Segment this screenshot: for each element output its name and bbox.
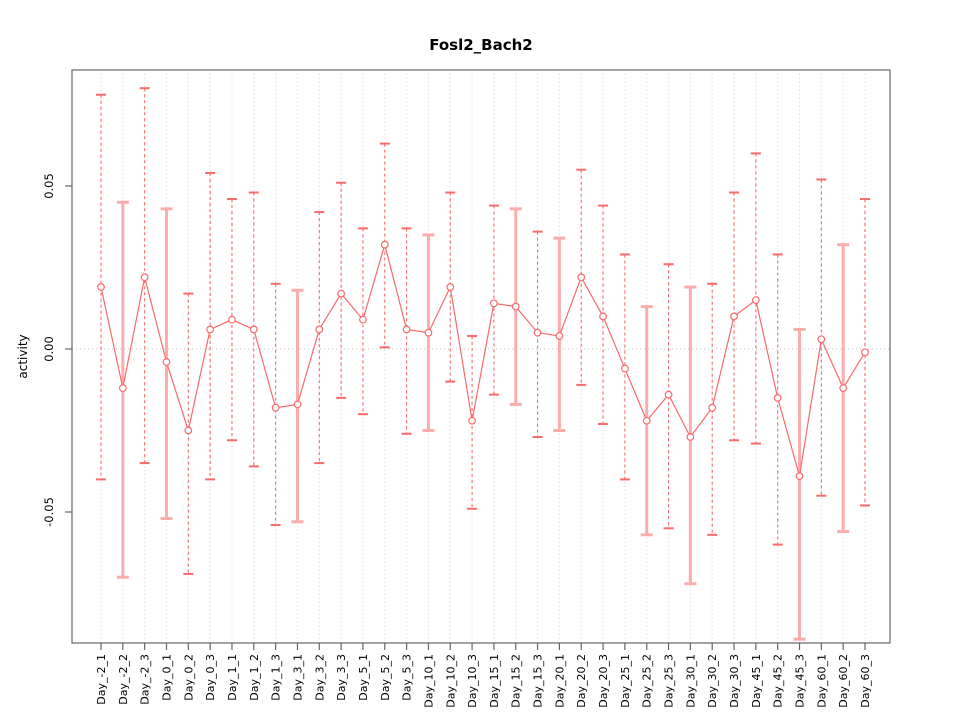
- plot-border: [71, 69, 891, 644]
- data-point: [293, 400, 302, 409]
- data-point: [249, 325, 258, 334]
- x-tick-label: Day_0_3: [204, 654, 217, 701]
- data-point: [424, 328, 433, 337]
- x-tick-label: Day_45_3: [794, 654, 807, 708]
- x-tick-label: Day_30_1: [684, 654, 697, 708]
- x-tick-label: Day_3_2: [313, 654, 326, 701]
- x-tick-label: Day_3_1: [291, 654, 304, 701]
- y-tick-label: -0.05: [42, 497, 56, 527]
- x-tick-label: Day_10_3: [466, 654, 479, 708]
- x-tick-label: Day_5_1: [357, 654, 370, 701]
- data-point: [446, 283, 455, 291]
- data-point: [686, 433, 695, 441]
- data-point: [642, 416, 651, 425]
- y-tick-label: 0.00: [42, 336, 56, 362]
- x-tick-label: Day_5_2: [379, 654, 392, 701]
- data-point: [533, 328, 542, 337]
- x-tick-label: Day_-2_1: [95, 654, 108, 705]
- x-tick-label: Day_45_1: [750, 654, 763, 708]
- x-tick-label: Day_0_2: [182, 654, 195, 701]
- data-point: [359, 315, 367, 324]
- x-tick-label: Day_-2_2: [117, 654, 130, 705]
- y-axis-label: activity: [16, 334, 30, 378]
- data-point: [861, 348, 869, 357]
- x-tick-label: Day_15_2: [510, 654, 523, 708]
- x-tick-label: Day_20_2: [575, 654, 588, 708]
- data-point: [315, 325, 324, 334]
- data-point: [773, 394, 782, 402]
- x-tick-label: Day_5_3: [401, 654, 414, 701]
- data-point: [490, 299, 498, 308]
- x-tick-label: Day_20_1: [553, 654, 566, 708]
- data-point: [380, 240, 389, 249]
- data-point: [402, 325, 411, 334]
- x-tick-label: Day_30_2: [706, 654, 719, 708]
- data-point: [664, 390, 673, 399]
- x-tick-label: Day_1_1: [226, 654, 239, 701]
- data-point: [795, 472, 804, 481]
- data-point: [751, 296, 760, 305]
- x-tick-label: Day_25_1: [619, 654, 632, 708]
- data-point: [271, 403, 280, 412]
- x-tick-label: Day_3_3: [335, 654, 348, 701]
- data-point: [839, 384, 848, 393]
- x-tick-label: Day_20_3: [597, 654, 610, 708]
- data-point: [140, 273, 149, 282]
- x-tick-label: Day_45_2: [772, 654, 785, 708]
- data-point: [599, 312, 607, 321]
- data-point: [468, 416, 476, 425]
- data-point: [184, 426, 193, 435]
- series-line: [100, 242, 866, 477]
- x-tick-label: Day_60_1: [815, 654, 828, 708]
- x-tick-label: Day_1_3: [270, 654, 283, 701]
- chart-title: Fosl2_Bach2: [429, 36, 533, 54]
- x-tick-label: Day_25_3: [663, 654, 676, 708]
- x-tick-label: Day_0_1: [160, 654, 173, 701]
- x-tick-label: Day_60_2: [837, 654, 850, 708]
- data-point: [337, 289, 346, 298]
- x-tick-label: Day_25_2: [641, 654, 654, 708]
- data-point: [206, 325, 215, 334]
- x-tick-label: Day_15_3: [532, 654, 545, 708]
- x-tick-label: Day_30_3: [728, 654, 741, 708]
- y-tick-label: 0.05: [42, 173, 56, 199]
- data-point: [620, 364, 629, 373]
- data-point: [577, 273, 586, 282]
- data-point: [555, 332, 564, 340]
- data-point: [118, 384, 127, 393]
- x-tick-label: Day_10_2: [444, 654, 457, 708]
- data-point: [97, 283, 105, 291]
- x-tick-label: Day_15_1: [488, 654, 501, 708]
- data-point: [511, 302, 520, 311]
- data-point: [730, 312, 738, 321]
- x-tick-label: Day_1_2: [248, 654, 261, 701]
- x-tick-label: Day_10_1: [422, 654, 435, 708]
- x-tick-label: Day_60_3: [859, 654, 872, 708]
- data-point: [708, 403, 717, 412]
- x-tick-label: Day_-2_3: [139, 654, 152, 705]
- data-point: [228, 315, 236, 324]
- data-point: [162, 358, 171, 366]
- data-point: [817, 335, 826, 344]
